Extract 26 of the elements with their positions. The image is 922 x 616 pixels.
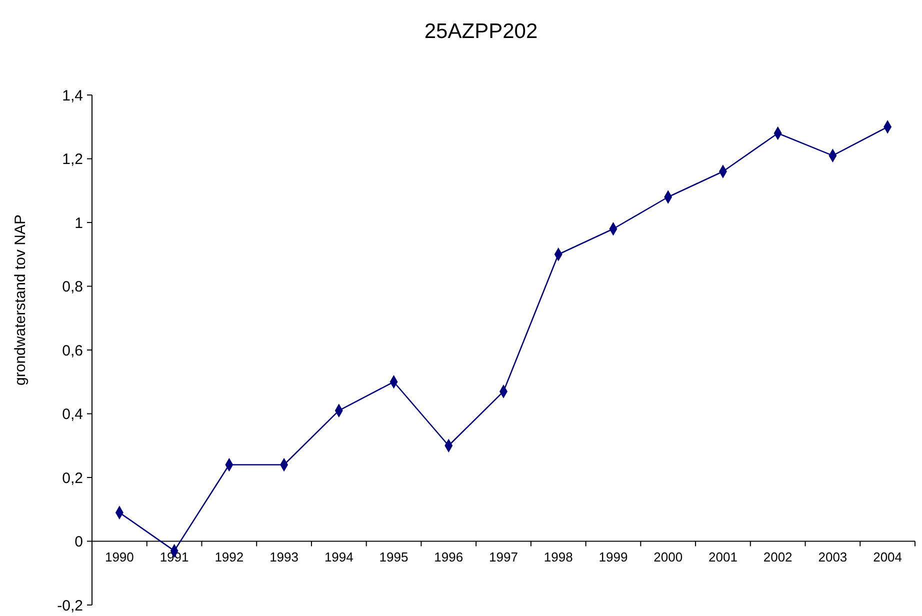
y-tick-label: 0,8	[62, 278, 83, 296]
y-tick-label: 0,2	[62, 470, 83, 487]
y-tick-label: 0,6	[62, 342, 83, 360]
x-tick-label: 1997	[489, 549, 518, 564]
x-tick-label: 1991	[160, 549, 189, 564]
x-tick-label: 2000	[654, 549, 683, 564]
y-tick-label: 0	[74, 534, 83, 550]
y-axis-title: grondwaterstand tov NAP	[12, 214, 29, 386]
x-tick-label: 2003	[818, 549, 848, 564]
y-tick-label: 0,4	[62, 406, 83, 423]
x-tick-label: 1996	[434, 549, 464, 564]
x-tick-label: 2004	[873, 549, 902, 564]
x-tick-label: 2001	[708, 549, 738, 564]
x-tick-label: 1992	[214, 549, 244, 564]
y-tick-label: -0,2	[57, 597, 83, 614]
y-tick-label: 1,2	[62, 151, 83, 168]
x-tick-label: 1994	[324, 549, 354, 564]
x-tick-label: 1990	[104, 549, 134, 564]
x-tick-label: 1993	[270, 549, 298, 564]
x-tick-label: 1998	[544, 549, 573, 564]
x-tick-label: 1995	[379, 549, 408, 564]
y-tick-label: 1,4	[62, 87, 83, 104]
x-tick-label: 1999	[598, 549, 628, 564]
x-tick-label: 2002	[763, 549, 792, 564]
chart-title: 25AZPP202	[424, 20, 538, 43]
y-tick-label: 1	[74, 214, 83, 232]
